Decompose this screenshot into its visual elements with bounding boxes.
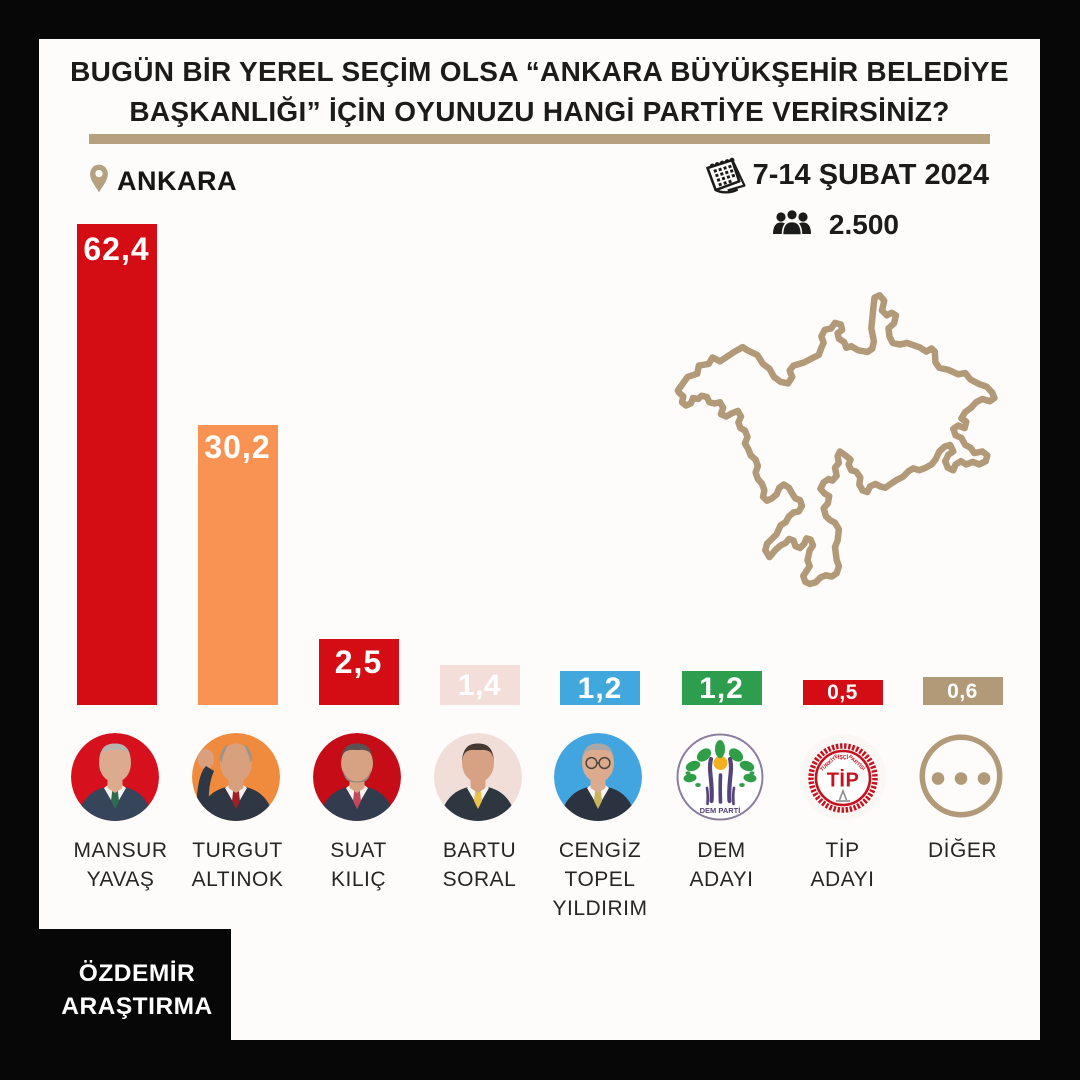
svg-text:İŞÇİ: İŞÇİ <box>837 754 848 761</box>
svg-text:DEM PARTİ: DEM PARTİ <box>699 806 740 815</box>
svg-text:TİP: TİP <box>826 769 859 792</box>
